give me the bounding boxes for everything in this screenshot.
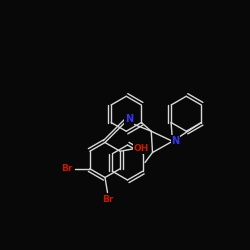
Text: Br: Br xyxy=(102,196,113,204)
Text: Br: Br xyxy=(61,164,72,173)
Text: N: N xyxy=(125,114,133,124)
Text: N: N xyxy=(172,136,179,146)
Text: OH: OH xyxy=(134,144,149,153)
